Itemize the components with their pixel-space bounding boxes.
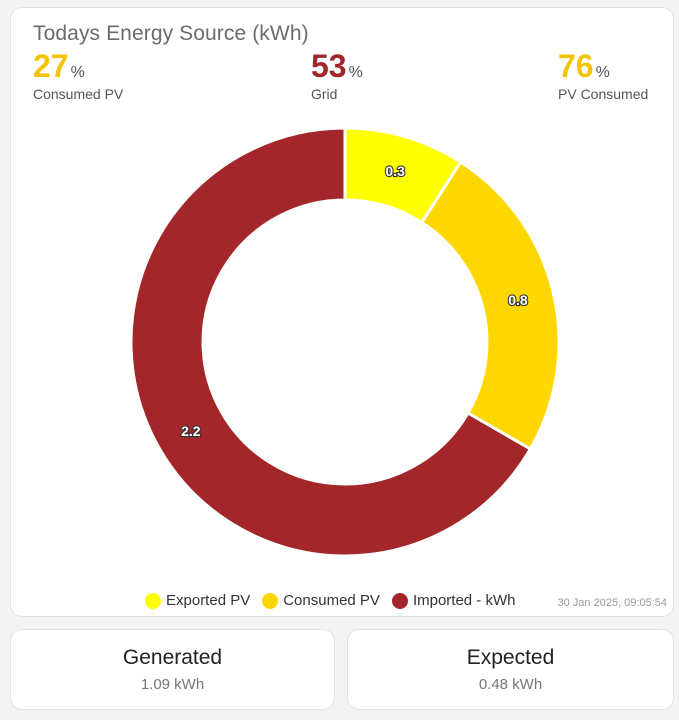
legend-item-consumed-pv[interactable]: Consumed PV [262, 592, 380, 609]
timestamp: 30 Jan 2025, 09:05:54 [557, 597, 667, 609]
donut-label-exported-pv: 0.3 [385, 163, 405, 179]
stat-consumed-pv-unit: % [70, 64, 85, 81]
stat-consumed-pv: 27% Consumed PV [33, 48, 123, 102]
legend-label-imported: Imported - kWh [412, 592, 516, 609]
legend-item-exported-pv[interactable]: Exported PV [145, 592, 250, 609]
donut-slice-consumed-pv[interactable] [419, 159, 561, 452]
legend-swatch-consumed-pv [262, 592, 279, 609]
stat-consumed-pv-value: 27 [33, 48, 69, 84]
generated-card[interactable]: Generated 1.09 kWh [10, 629, 335, 710]
stat-pv-consumed-unit: % [595, 64, 610, 81]
legend-swatch-imported [391, 592, 408, 609]
stat-grid: 53% Grid [311, 48, 363, 102]
stat-grid-unit: % [348, 64, 363, 81]
energy-source-card: Todays Energy Source (kWh) 27% Consumed … [10, 7, 674, 617]
expected-title: Expected [466, 646, 555, 669]
stat-pv-consumed: 76% PV Consumed [558, 48, 648, 102]
donut-label-imported: 2.2 [181, 423, 201, 439]
generated-title: Generated [122, 646, 223, 669]
stat-grid-label: Grid [311, 86, 338, 102]
expected-card[interactable]: Expected 0.48 kWh [347, 629, 674, 710]
donut-label-consumed-pv: 0.8 [508, 292, 528, 308]
legend-item-imported[interactable]: Imported - kWh [391, 592, 516, 609]
legend-label-exported-pv: Exported PV [166, 592, 251, 609]
stat-pv-consumed-value: 76 [558, 48, 594, 84]
stat-consumed-pv-label: Consumed PV [33, 86, 124, 102]
stat-pv-consumed-label: PV Consumed [558, 86, 649, 102]
card-title: Todays Energy Source (kWh) [33, 22, 309, 45]
donut-chart: 0.3 0.8 2.2 [129, 126, 561, 558]
expected-value: 0.48 kWh [478, 676, 543, 693]
generated-value: 1.09 kWh [140, 676, 205, 693]
legend-swatch-exported-pv [145, 592, 161, 609]
donut-slice-imported[interactable] [129, 126, 533, 558]
chart-legend: Exported PV Consumed PV Imported - kWh [145, 592, 527, 609]
legend-label-consumed-pv: Consumed PV [283, 592, 380, 609]
stat-grid-value: 53 [311, 48, 347, 84]
